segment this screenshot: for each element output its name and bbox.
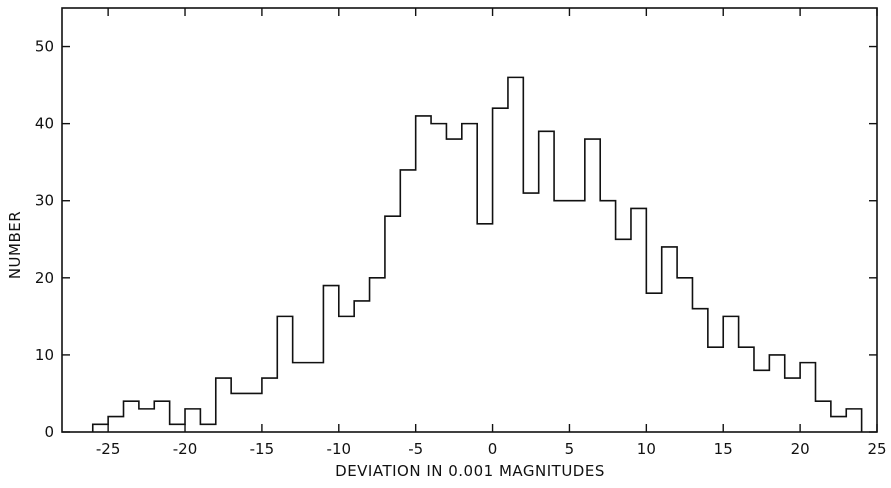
x-tick-label: -20	[173, 440, 198, 458]
histogram-bar	[370, 278, 385, 432]
histogram-bar	[416, 116, 431, 432]
x-tick-label: 15	[714, 440, 733, 458]
x-tick-label: 20	[791, 440, 810, 458]
histogram-bar	[508, 77, 523, 432]
histogram-bar	[139, 409, 154, 432]
histogram-bar	[231, 393, 246, 432]
histogram-bar	[600, 201, 615, 432]
y-tick-label: 0	[44, 423, 54, 441]
histogram-bar	[277, 316, 292, 432]
histogram-bar	[646, 293, 661, 432]
x-tick-label: 0	[488, 440, 498, 458]
histogram-bar	[339, 316, 354, 432]
x-tick-label: -10	[327, 440, 352, 458]
histogram-step-outline	[91, 76, 863, 432]
histogram-bar	[216, 378, 231, 432]
histogram-bar	[585, 139, 600, 432]
y-tick-label: 50	[35, 38, 54, 56]
histogram-bar	[446, 139, 461, 432]
histogram-bar	[185, 409, 200, 432]
histogram-bar	[846, 409, 861, 432]
histogram-bar	[631, 208, 646, 432]
x-axis-label: DEVIATION IN 0.001 MAGNITUDES	[335, 462, 605, 480]
histogram-bar	[323, 286, 338, 432]
histogram-bar	[200, 424, 215, 432]
histogram-bar	[677, 278, 692, 432]
plot-frame	[61, 7, 878, 433]
y-tick-label: 40	[35, 115, 54, 133]
histogram-bar	[662, 247, 677, 432]
histogram-bar	[124, 401, 139, 432]
histogram-bar	[800, 363, 815, 432]
histogram-bar	[692, 309, 707, 432]
x-axis-ticks: -25 -20 -15 -10 -5 0 5 10 15 20 25	[96, 8, 887, 458]
histogram-bar	[385, 216, 400, 432]
histogram-bar	[554, 201, 569, 432]
histogram-bar	[723, 316, 738, 432]
x-tick-label: 5	[565, 440, 575, 458]
histogram-bar	[400, 170, 415, 432]
histogram-bar	[462, 124, 477, 432]
histogram-bar	[108, 417, 123, 432]
histogram-bar	[354, 301, 369, 432]
histogram-bar	[523, 193, 538, 432]
y-axis-ticks: 0 10 20 30 40 50	[35, 38, 877, 441]
histogram-bar	[616, 239, 631, 432]
y-tick-label: 30	[35, 192, 54, 210]
histogram-bar	[93, 424, 108, 432]
x-tick-label: 10	[637, 440, 656, 458]
histogram-bar	[308, 363, 323, 432]
x-tick-label: -15	[250, 440, 275, 458]
y-tick-label: 20	[35, 269, 54, 287]
histogram-bar	[569, 201, 584, 432]
histogram-bar	[769, 355, 784, 432]
histogram-bar	[477, 224, 492, 432]
histogram-bar	[539, 131, 554, 432]
histogram-bar	[754, 370, 769, 432]
x-tick-label: -5	[408, 440, 423, 458]
y-tick-label: 10	[35, 346, 54, 364]
histogram-bar	[154, 401, 169, 432]
histogram-bar	[262, 378, 277, 432]
x-tick-label: -25	[96, 440, 121, 458]
histogram-bar	[431, 124, 446, 432]
histogram-bar	[170, 424, 185, 432]
histogram-bar	[739, 347, 754, 432]
histogram-bar	[708, 347, 723, 432]
histogram-bar	[831, 417, 846, 432]
histogram-bar	[785, 378, 800, 432]
histogram-bar	[815, 401, 830, 432]
histogram-bar	[493, 108, 508, 432]
histogram-bar	[247, 393, 262, 432]
histogram-bar	[293, 363, 308, 432]
y-axis-label: NUMBER	[6, 211, 24, 279]
x-tick-label: 25	[867, 440, 886, 458]
